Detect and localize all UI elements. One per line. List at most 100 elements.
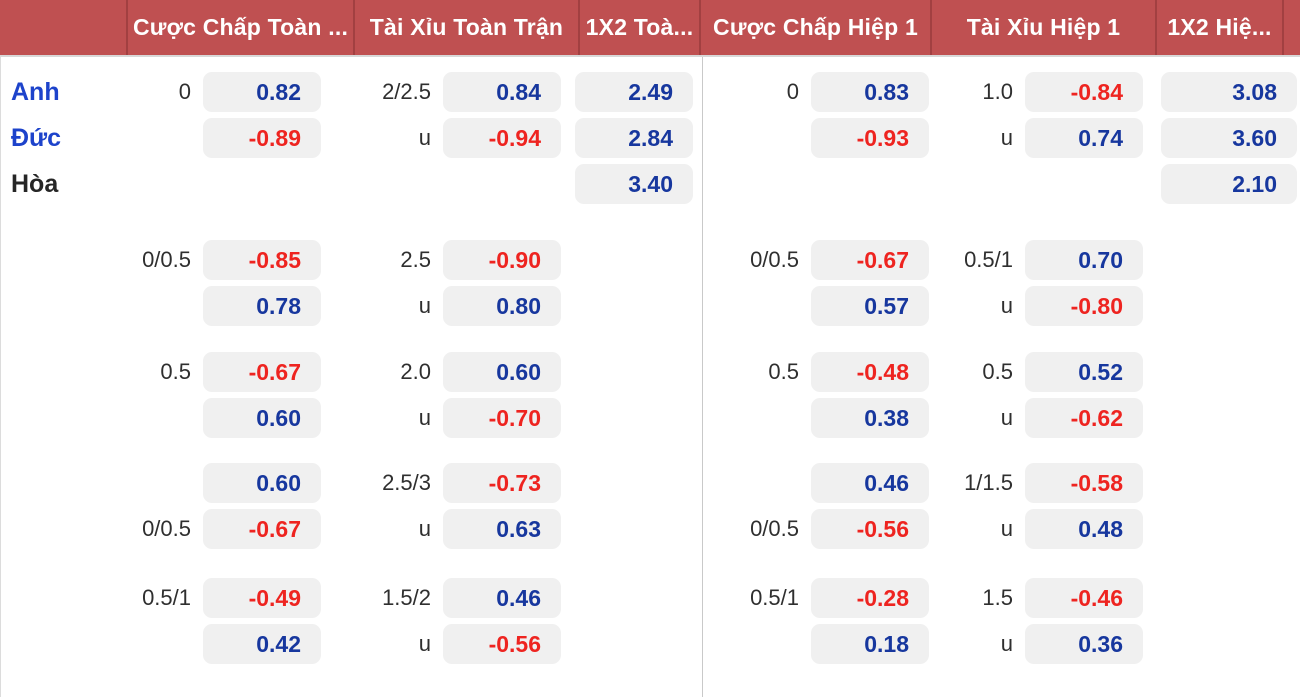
odds-row: 0.78 u 0.80 [1, 286, 702, 326]
column-spacer [561, 72, 575, 112]
team-name-cell [1, 463, 131, 503]
total-line-label: u [1000, 405, 1013, 430]
handicap-line-label: 0 [786, 79, 799, 104]
odds-pill-handicap[interactable]: -0.93 [811, 118, 929, 158]
odds-pill-handicap[interactable]: 0.60 [203, 398, 321, 438]
odds-pill-handicap[interactable]: 0.46 [811, 463, 929, 503]
odds-pill-handicap[interactable]: 0.57 [811, 286, 929, 326]
team-name-cell [1, 624, 131, 664]
odds-pill-overunder[interactable]: -0.46 [1025, 578, 1143, 618]
odds-pill-handicap[interactable]: -0.28 [811, 578, 929, 618]
odds-row: 0/0.5 -0.56 u 0.48 [711, 509, 1300, 549]
total-line-label: u [1000, 631, 1013, 656]
column-spacer [561, 509, 575, 549]
handicap-line-label [131, 286, 203, 326]
handicap-line-label: 0/0.5 [750, 516, 799, 541]
column-spacer [561, 463, 575, 503]
total-line-label: 2.5/3 [382, 470, 431, 495]
column-spacer [561, 578, 575, 618]
odds-pill-handicap[interactable]: 0.38 [811, 398, 929, 438]
odds-pill-handicap[interactable]: 0.42 [203, 624, 321, 664]
total-line-label: 1.5 [982, 585, 1013, 610]
handicap-line-label: 0/0.5 [750, 247, 799, 272]
total-line-label: u [418, 293, 431, 318]
odds-pill-overunder[interactable]: 0.74 [1025, 118, 1143, 158]
odds-pill-handicap[interactable]: 0.18 [811, 624, 929, 664]
column-spacer [561, 352, 575, 392]
odds-pill-overunder[interactable]: -0.73 [443, 463, 561, 503]
total-line-label [321, 164, 443, 204]
team-name-cell [1, 240, 131, 280]
odds-pill-overunder[interactable]: 0.36 [1025, 624, 1143, 664]
header-col-1x2-h1: 1X2 Hiệ... [1157, 0, 1284, 55]
odds-pill-handicap[interactable]: 0.83 [811, 72, 929, 112]
odds-pill-overunder[interactable]: 0.63 [443, 509, 561, 549]
column-spacer [1143, 164, 1161, 204]
handicap-line-label: 0.5/1 [750, 585, 799, 610]
odds-pill-overunder[interactable]: -0.62 [1025, 398, 1143, 438]
handicap-line-label [711, 398, 811, 438]
odds-pill-handicap[interactable]: 0.60 [203, 463, 321, 503]
odds-pill-1x2-empty [1161, 463, 1297, 503]
header-col-handicap-full: Cược Chấp Toàn ... [128, 0, 355, 55]
handicap-line-label [711, 286, 811, 326]
odds-pill-1x2-empty [575, 509, 693, 549]
odds-pill-1x2[interactable]: 2.84 [575, 118, 693, 158]
team-name-cell [1, 578, 131, 618]
odds-pill-overunder-empty [443, 164, 561, 204]
odds-pill-handicap[interactable]: -0.67 [203, 509, 321, 549]
total-line-label: u [418, 405, 431, 430]
odds-pill-overunder[interactable]: -0.90 [443, 240, 561, 280]
odds-pill-handicap[interactable]: -0.56 [811, 509, 929, 549]
column-spacer [1143, 118, 1161, 158]
odds-group: 0.5 -0.67 2.0 0.60 0.60 u -0.70 [1, 352, 702, 438]
odds-pill-overunder[interactable]: 0.52 [1025, 352, 1143, 392]
column-spacer [1143, 72, 1161, 112]
odds-pill-overunder[interactable]: -0.58 [1025, 463, 1143, 503]
odds-pill-overunder[interactable]: 0.46 [443, 578, 561, 618]
odds-pill-handicap[interactable]: -0.67 [203, 352, 321, 392]
total-line-label: 1.0 [982, 79, 1013, 104]
odds-pill-1x2[interactable]: 3.40 [575, 164, 693, 204]
odds-pill-handicap[interactable]: -0.48 [811, 352, 929, 392]
odds-pill-overunder[interactable]: -0.70 [443, 398, 561, 438]
header-col-overunder-full: Tài Xỉu Toàn Trận [355, 0, 580, 55]
odds-group: 0.5 -0.48 0.5 0.52 0.38 u -0.62 [711, 352, 1300, 438]
column-spacer [1143, 398, 1161, 438]
odds-pill-overunder[interactable]: -0.94 [443, 118, 561, 158]
odds-row: 0.46 1/1.5 -0.58 [711, 463, 1300, 503]
odds-group: 0.46 1/1.5 -0.58 0/0.5 -0.56 u 0.48 [711, 463, 1300, 549]
column-spacer [561, 286, 575, 326]
total-line-label: 1.5/2 [382, 585, 431, 610]
column-spacer [1143, 240, 1161, 280]
odds-pill-1x2[interactable]: 2.49 [575, 72, 693, 112]
odds-pill-overunder[interactable]: 0.84 [443, 72, 561, 112]
team-name-cell [1, 509, 131, 549]
odds-pill-1x2[interactable]: 3.60 [1161, 118, 1297, 158]
odds-pill-handicap[interactable]: -0.67 [811, 240, 929, 280]
total-line-label: 2.0 [400, 359, 431, 384]
header-col-1x2-full: 1X2 Toà... [580, 0, 701, 55]
odds-pill-handicap[interactable]: -0.89 [203, 118, 321, 158]
odds-row: 0.5 -0.48 0.5 0.52 [711, 352, 1300, 392]
odds-pill-overunder[interactable]: -0.80 [1025, 286, 1143, 326]
odds-pill-overunder[interactable]: -0.84 [1025, 72, 1143, 112]
total-line-label: u [418, 631, 431, 656]
odds-pill-handicap[interactable]: -0.49 [203, 578, 321, 618]
odds-group: 0/0.5 -0.85 2.5 -0.90 0.78 u 0.80 [1, 240, 702, 326]
odds-row: -0.93 u 0.74 3.60 [711, 118, 1300, 158]
odds-pill-overunder[interactable]: 0.80 [443, 286, 561, 326]
odds-pill-handicap[interactable]: 0.78 [203, 286, 321, 326]
odds-pill-overunder[interactable]: 0.70 [1025, 240, 1143, 280]
odds-pill-overunder[interactable]: 0.60 [443, 352, 561, 392]
odds-row: 0.18 u 0.36 [711, 624, 1300, 664]
column-spacer [1143, 463, 1161, 503]
odds-pill-1x2[interactable]: 3.08 [1161, 72, 1297, 112]
odds-pill-handicap[interactable]: -0.85 [203, 240, 321, 280]
odds-pill-1x2[interactable]: 2.10 [1161, 164, 1297, 204]
odds-pill-overunder[interactable]: -0.56 [443, 624, 561, 664]
table-header: Cược Chấp Toàn ... Tài Xỉu Toàn Trận 1X2… [0, 0, 1300, 57]
odds-pill-handicap[interactable]: 0.82 [203, 72, 321, 112]
odds-pill-overunder[interactable]: 0.48 [1025, 509, 1143, 549]
